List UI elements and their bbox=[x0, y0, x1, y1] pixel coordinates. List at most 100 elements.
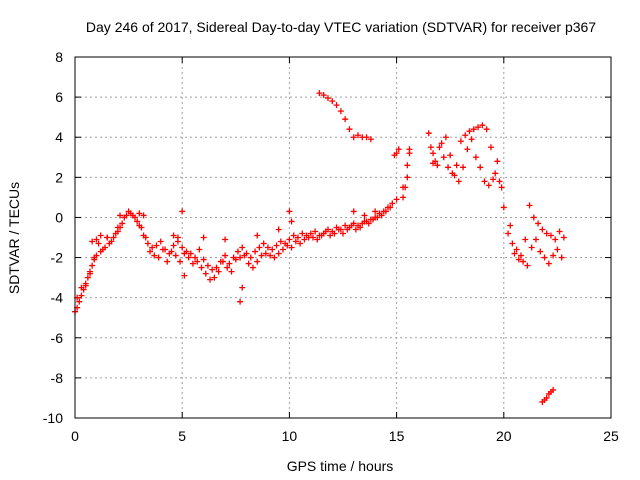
data-point bbox=[309, 234, 316, 241]
data-point bbox=[288, 218, 295, 225]
data-point bbox=[76, 298, 83, 305]
data-point bbox=[462, 132, 469, 139]
data-point bbox=[232, 256, 239, 263]
data-point bbox=[151, 252, 158, 259]
data-point bbox=[314, 236, 321, 243]
data-point bbox=[228, 268, 235, 275]
data-point bbox=[483, 126, 490, 133]
data-point bbox=[157, 238, 164, 245]
data-point bbox=[387, 204, 394, 211]
data-point bbox=[97, 232, 104, 239]
x-axis-label: GPS time / hours bbox=[287, 458, 394, 474]
data-point bbox=[91, 254, 98, 261]
data-point bbox=[82, 282, 89, 289]
data-point bbox=[363, 134, 370, 141]
data-point bbox=[389, 200, 396, 207]
axis-ticks: 0 5 10 15 20 25 -10 -8 -6 -4 -2 0 2 4 6 8 bbox=[43, 49, 619, 444]
data-point bbox=[400, 194, 407, 201]
plot-frame bbox=[74, 56, 612, 419]
data-point bbox=[526, 202, 533, 209]
x-tick-label: 15 bbox=[389, 428, 405, 444]
data-point bbox=[294, 234, 301, 241]
data-point bbox=[301, 236, 308, 243]
data-point bbox=[207, 276, 214, 283]
data-point bbox=[84, 274, 91, 281]
data-point bbox=[155, 254, 162, 261]
data-point bbox=[247, 254, 254, 261]
data-point bbox=[286, 236, 293, 243]
data-point bbox=[112, 230, 119, 237]
data-point bbox=[348, 222, 355, 229]
data-point bbox=[174, 234, 181, 241]
data-point bbox=[430, 160, 437, 167]
data-point bbox=[286, 208, 293, 215]
data-point bbox=[509, 240, 516, 247]
data-point bbox=[87, 270, 94, 277]
data-point bbox=[522, 236, 529, 243]
data-point bbox=[209, 266, 216, 273]
data-point bbox=[457, 138, 464, 145]
data-point bbox=[249, 264, 256, 271]
data-point bbox=[329, 98, 336, 105]
data-point bbox=[142, 234, 149, 241]
data-point bbox=[352, 226, 359, 233]
y-tick-label: -6 bbox=[51, 330, 64, 346]
data-point bbox=[297, 240, 304, 247]
data-point bbox=[224, 264, 231, 271]
data-point bbox=[552, 236, 559, 243]
data-point bbox=[147, 248, 154, 255]
data-point bbox=[241, 252, 248, 259]
data-point bbox=[475, 124, 482, 131]
data-point bbox=[290, 232, 297, 239]
data-point bbox=[374, 214, 381, 221]
data-point bbox=[226, 260, 233, 267]
data-point bbox=[89, 262, 96, 269]
data-point bbox=[202, 270, 209, 277]
data-point bbox=[451, 172, 458, 179]
data-point bbox=[361, 218, 368, 225]
data-point bbox=[177, 258, 184, 265]
data-point bbox=[237, 254, 244, 261]
data-point bbox=[496, 178, 503, 185]
series-segment-15 bbox=[391, 146, 413, 201]
data-point bbox=[211, 274, 218, 281]
data-point bbox=[500, 204, 507, 211]
series-main bbox=[72, 196, 400, 315]
data-point bbox=[93, 236, 100, 243]
data-point bbox=[159, 246, 166, 253]
data-point bbox=[361, 212, 368, 219]
data-point bbox=[430, 150, 437, 157]
data-point bbox=[335, 226, 342, 233]
series-arc-high bbox=[316, 90, 374, 143]
data-point bbox=[327, 232, 334, 239]
data-point bbox=[372, 208, 379, 215]
data-point bbox=[453, 162, 460, 169]
data-point bbox=[468, 136, 475, 143]
y-tick-label: -10 bbox=[43, 410, 63, 426]
data-point bbox=[200, 234, 207, 241]
data-point bbox=[532, 236, 539, 243]
data-point bbox=[350, 208, 357, 215]
data-point bbox=[442, 134, 449, 141]
data-point bbox=[434, 162, 441, 169]
data-point bbox=[535, 220, 542, 227]
data-point bbox=[494, 158, 501, 165]
data-point bbox=[455, 178, 462, 185]
data-point bbox=[539, 226, 546, 233]
data-point bbox=[262, 250, 269, 257]
data-point bbox=[350, 134, 357, 141]
data-point bbox=[194, 258, 201, 265]
data-point bbox=[256, 244, 263, 251]
data-point bbox=[472, 154, 479, 161]
data-point bbox=[215, 268, 222, 275]
y-tick-label: -4 bbox=[51, 290, 64, 306]
data-point bbox=[192, 254, 199, 261]
data-point bbox=[550, 386, 557, 393]
data-point bbox=[222, 236, 229, 243]
x-tick-label: 10 bbox=[282, 428, 298, 444]
data-points bbox=[72, 90, 567, 405]
data-point bbox=[267, 252, 274, 259]
chart-title: Day 246 of 2017, Sidereal Day-to-day VTE… bbox=[86, 19, 596, 35]
data-point bbox=[479, 122, 486, 129]
series-segment-17-20 bbox=[425, 122, 505, 191]
